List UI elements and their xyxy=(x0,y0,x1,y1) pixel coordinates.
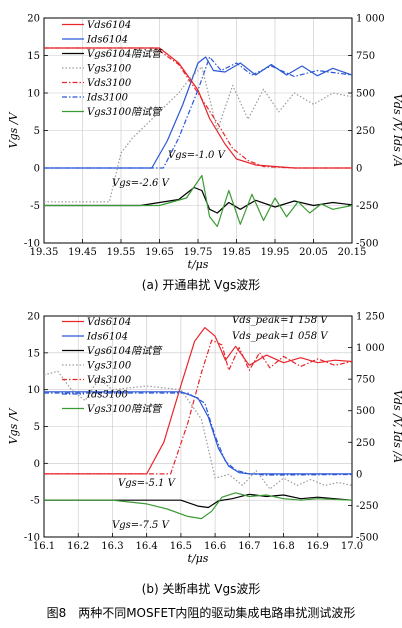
chart-a: 19.35 19.45 19.55 19.65 19.75 19.85 19.95 20.05… xyxy=(7,14,402,272)
y-left-axis-label: Vgs /V xyxy=(7,112,20,149)
x-tick-label: 16.8 xyxy=(272,541,294,552)
y-left-tick-label: -10 xyxy=(24,239,40,250)
legend-label: Ids6104 xyxy=(86,35,128,46)
x-tick-label: 16.7 xyxy=(238,541,260,552)
y-right-tick-label: 750 xyxy=(356,375,375,386)
annotation: Vgs=-1.0 V xyxy=(168,150,227,161)
series-Ids3100 xyxy=(44,56,352,169)
series-Vgs3100 xyxy=(44,370,352,490)
x-axis-label: t/μs xyxy=(188,258,209,271)
x-tick-label: 19.85 xyxy=(222,247,251,258)
x-tick-label: 19.55 xyxy=(107,247,136,258)
y-right-tick-label: -250 xyxy=(356,501,378,512)
legend-label: Ids3100 xyxy=(86,390,129,401)
annotation: Vgs=-7.5 V xyxy=(112,520,171,531)
y-left-tick-label: 10 xyxy=(27,385,40,396)
chart-b: 16.1 16.2 16.3 16.4 16.5 16.6 16.7 16.8 16.9 17.0… xyxy=(7,312,402,566)
x-tick-label: 16.5 xyxy=(170,541,192,552)
x-tick-label: 16.1 xyxy=(33,541,55,552)
y-right-tick-label: -500 xyxy=(356,239,378,250)
series-Vgs3100陪试管 xyxy=(44,492,352,520)
y-left-tick-label: 20 xyxy=(27,312,40,323)
x-tick-label: 16.9 xyxy=(307,541,329,552)
y-left-tick-label: 0 xyxy=(34,459,40,470)
legend-label: Vds3100 xyxy=(87,375,132,386)
annotation: Vds_peak=1 158 V xyxy=(232,315,329,326)
x-tick-label: 19.95 xyxy=(261,247,290,258)
y-right-tick-label: 750 xyxy=(356,51,375,62)
y-left-tick-label: -5 xyxy=(30,496,40,507)
subcaption-a: (a) 开通串扰 Vgs波形 xyxy=(142,278,260,292)
y-left-axis-label: Vgs /V xyxy=(7,408,20,445)
y-left-tick-label: 15 xyxy=(27,348,40,359)
series-group xyxy=(44,327,352,520)
y-right-tick-label: 500 xyxy=(356,89,375,100)
series-Vgs6104陪试管 xyxy=(44,186,352,214)
x-tick-label: 20.15 xyxy=(338,247,367,258)
y-right-tick-label: 250 xyxy=(356,126,375,137)
legend-label: Ids6104 xyxy=(86,332,128,343)
y-right-axis-label: Vds /V, Ids /A xyxy=(391,390,402,463)
series-Ids6104 xyxy=(44,56,352,169)
legend-label: Vgs3100 xyxy=(87,64,132,75)
x-tick-label: 16.3 xyxy=(101,541,123,552)
legend-label: Vgs3100 xyxy=(87,361,132,372)
y-left-tick-label: 10 xyxy=(27,89,40,100)
x-tick-label: 16.6 xyxy=(204,541,226,552)
annotation: Vgs=-5.1 V xyxy=(118,478,177,489)
x-axis-label: t/μs xyxy=(188,552,209,565)
legend-label: Vgs6104陪试管 xyxy=(87,345,163,357)
series-Vgs6104陪试管 xyxy=(44,493,352,509)
x-tick-label: 16.4 xyxy=(136,541,158,552)
y-right-tick-label: 1 250 xyxy=(356,312,385,323)
annotation: Vgs=-2.6 V xyxy=(112,178,171,189)
y-right-tick-label: 500 xyxy=(356,406,375,417)
y-left-tick-label: -5 xyxy=(30,201,40,212)
y-left-tick-label: 15 xyxy=(27,51,40,62)
legend-label: Vds6104 xyxy=(87,317,131,328)
plot-frame xyxy=(43,315,353,538)
x-tick-label: 19.65 xyxy=(145,247,174,258)
y-right-tick-label: -500 xyxy=(356,533,378,544)
figure-caption: 图8 两种不同MOSFET内阻的驱动集成电路串扰测试波形 xyxy=(47,605,356,620)
y-right-axis-label: Vds /V, Ids /A xyxy=(391,94,402,167)
y-left-tick-label: 5 xyxy=(34,422,40,433)
series-Ids3100 xyxy=(44,392,352,476)
legend-label: Vds3100 xyxy=(87,78,132,89)
legend-label: Ids3100 xyxy=(86,93,129,104)
y-right-tick-label: 250 xyxy=(356,438,375,449)
series-Vgs3100陪试管 xyxy=(44,174,352,228)
legend-label: Vds6104 xyxy=(87,20,131,31)
y-right-tick-label: 1 000 xyxy=(356,343,385,354)
x-tick-label: 16.2 xyxy=(67,541,89,552)
series-Vgs3100 xyxy=(44,66,352,203)
x-tick-label: 19.75 xyxy=(184,247,213,258)
x-tick-label: 19.45 xyxy=(68,247,97,258)
series-Vds6104 xyxy=(44,327,352,475)
legend-label: Vgs3100陪试管 xyxy=(87,106,163,118)
y-right-tick-label: 1 000 xyxy=(356,14,385,25)
annotation: Vds_peak=1 058 V xyxy=(232,331,329,342)
y-right-tick-label: 0 xyxy=(356,469,362,480)
y-left-tick-label: 0 xyxy=(34,164,40,175)
y-right-tick-label: 0 xyxy=(356,164,362,175)
subcaption-b: (b) 关断串扰 Vgs波形 xyxy=(142,581,261,596)
series-group xyxy=(44,47,352,228)
x-tick-label: 20.05 xyxy=(299,247,328,258)
y-right-tick-label: -250 xyxy=(356,201,378,212)
x-tick-label: 17.0 xyxy=(341,541,363,552)
series-Vds3100 xyxy=(44,47,352,169)
y-left-tick-label: -10 xyxy=(24,533,40,544)
x-tick-label: 19.35 xyxy=(30,247,59,258)
legend-label: Vgs3100陪试管 xyxy=(87,403,163,415)
legend-label: Vgs6104陪试管 xyxy=(87,48,163,60)
y-left-tick-label: 5 xyxy=(34,126,40,137)
plot-frame xyxy=(43,17,353,244)
y-left-tick-label: 20 xyxy=(27,14,40,25)
